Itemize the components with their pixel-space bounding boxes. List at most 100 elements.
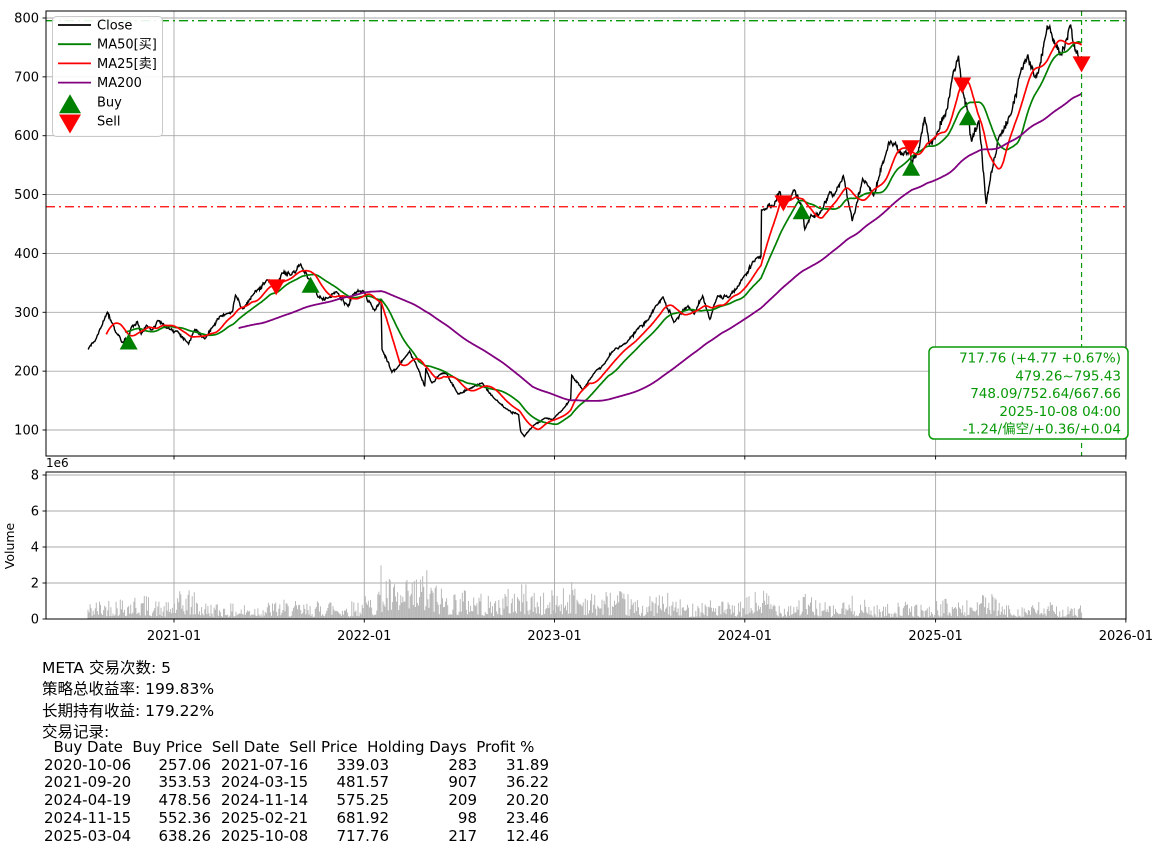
trade-table-body: 2020-10-06 257.06 2021-07-16 339.03 283 31.89… (44, 755, 549, 846)
tick-marks (42, 17, 1127, 623)
price-tick-label: 800 (14, 12, 39, 27)
price-axes-frame (45, 10, 1127, 457)
table-cell: 907 (448, 773, 477, 792)
table-cell: 717.76 (336, 826, 390, 845)
trade-records-label: 交易记录: (42, 723, 110, 742)
annotation-line: 479.26~795.43 (1015, 368, 1121, 384)
buy-marker (958, 109, 977, 126)
date-tick-label: 2024-01 (718, 629, 772, 644)
table-row: 2024-11-15 552.36 2025-02-21 681.92 98 23.46 (44, 808, 549, 828)
legend-label: Buy (97, 95, 122, 110)
volume-tick-label: 8 (31, 469, 39, 484)
price-volume-chart: 100 200 300 400 500 600 700 800 0 2 4 6 8 2021-01 2022… (2, 10, 1153, 645)
price-tick-label: 500 (14, 188, 39, 203)
ma25-line (105, 39, 1083, 431)
volume-offset-label: 1e6 (46, 456, 69, 470)
table-cell: 478.56 (158, 791, 212, 810)
table-cell: 575.25 (336, 791, 390, 810)
annotation-line: -1.24/偏空/+0.36/+0.04 (963, 422, 1121, 438)
ma50-line (124, 41, 1082, 426)
table-row: 2021-09-20 353.53 2024-03-15 481.57 907 36.22 (44, 774, 549, 792)
table-row: 2025-03-04 638.26 2025-10-08 717.76 217 12.46 (44, 826, 549, 846)
table-cell: 257.06 (158, 755, 212, 774)
annotation-line: 2025-10-08 04:00 (999, 404, 1121, 420)
legend-label: Sell (97, 115, 120, 130)
table-cell: 36.22 (506, 773, 549, 792)
buy-marker (792, 203, 811, 220)
legend-buy-icon (59, 94, 81, 114)
sell-marker (1072, 56, 1091, 73)
volume-tick-label: 4 (31, 541, 39, 556)
legend-box (52, 16, 163, 137)
buy-marker (902, 159, 921, 176)
trade-table-header: Buy Date Buy Price Sell Date Sell Price … (44, 738, 535, 756)
price-tick-label: 400 (14, 247, 39, 262)
annotation-line: 717.76 (+4.77 +0.67%) (959, 351, 1121, 367)
table-cell: 2025-02-21 (221, 808, 309, 827)
price-tick-label: 300 (14, 306, 39, 321)
strategy-return-line: 策略总收益率: 199.83% (42, 680, 215, 699)
table-cell: 339.03 (336, 755, 390, 774)
date-tick-label: 2023-01 (527, 629, 581, 644)
table-cell: 31.89 (506, 755, 549, 774)
table-cell: 2021-09-20 (44, 773, 132, 792)
volume-tick-label: 0 (31, 613, 39, 628)
volume-axes-frame (45, 471, 1127, 620)
date-tick-label: 2021-01 (147, 629, 201, 644)
legend-sell-icon (59, 114, 81, 134)
table-cell: 283 (448, 755, 477, 774)
legend-label: Close (97, 19, 132, 34)
sell-marker (267, 279, 286, 296)
annotation: 717.76 (+4.77 +0.67%)479.26~795.43 748.09… (928, 346, 1129, 440)
price-tick-label: 100 (14, 424, 39, 439)
tick-labels: 100 200 300 400 500 600 700 800 0 2 4 6 8 2021-01 2022… (14, 12, 1153, 645)
sell-marker (774, 195, 793, 212)
legend: Close MA50[买] MA25[卖] MA200 Buy Sell (52, 16, 163, 137)
legend-label: MA25[卖] (97, 57, 157, 72)
table-cell: 353.53 (158, 773, 212, 792)
table-cell: 552.36 (158, 808, 212, 827)
volume-tick-label: 2 (31, 577, 39, 592)
table-row: 2020-10-06 257.06 2021-07-16 339.03 283 31.89 (44, 755, 549, 775)
table-cell: 638.26 (158, 826, 212, 845)
price-tick-label: 700 (14, 70, 39, 85)
volume-axis-label: Volume (2, 522, 17, 569)
table-cell: 217 (448, 826, 477, 845)
volume-tick-label: 6 (31, 505, 39, 520)
table-cell: 2024-11-14 (221, 791, 309, 810)
date-tick-label: 2022-01 (337, 629, 391, 644)
table-cell: 12.46 (506, 826, 549, 845)
strategy-stats: META 交易次数: 5 策略总收益率: 199.83% 长期持有收益: 179… (42, 658, 214, 744)
table-cell: 2021-07-16 (221, 755, 309, 774)
table-cell: 2025-10-08 (221, 826, 309, 845)
table-cell: 2024-04-19 (44, 791, 132, 810)
table-cell: 481.57 (336, 773, 390, 792)
table-cell: 20.20 (506, 791, 549, 810)
trade-count-line: META 交易次数: 5 (42, 659, 171, 677)
legend-label: MA200 (97, 76, 142, 91)
annotation-line: 748.09/752.64/667.66 (970, 386, 1121, 402)
close-line (87, 23, 1082, 438)
trade-table: Buy Date Buy Price Sell Date Sell Price … (44, 738, 549, 846)
price-tick-label: 200 (14, 365, 39, 380)
sell-marker (901, 140, 920, 157)
sell-marker (953, 77, 972, 94)
table-cell: 98 (457, 808, 477, 827)
gridlines (46, 11, 1127, 620)
table-cell: 2024-11-15 (44, 808, 132, 827)
table-cell: 23.46 (506, 808, 549, 827)
table-cell: 681.92 (336, 808, 390, 827)
table-cell: 2025-03-04 (44, 826, 132, 845)
axes (45, 10, 1127, 620)
hold-return-line: 长期持有收益: 179.22% (42, 701, 215, 720)
buy-marker (301, 276, 320, 293)
table-cell: 2020-10-06 (44, 755, 132, 774)
table-cell: 2024-03-15 (221, 773, 309, 792)
ma200-line (238, 92, 1082, 402)
annotation-box (928, 346, 1129, 440)
table-row: 2024-04-19 478.56 2024-11-14 575.25 209 20.20 (44, 791, 549, 810)
price-tick-label: 600 (14, 129, 39, 144)
buy-marker (119, 333, 138, 350)
date-tick-label: 2025-01 (908, 629, 962, 644)
